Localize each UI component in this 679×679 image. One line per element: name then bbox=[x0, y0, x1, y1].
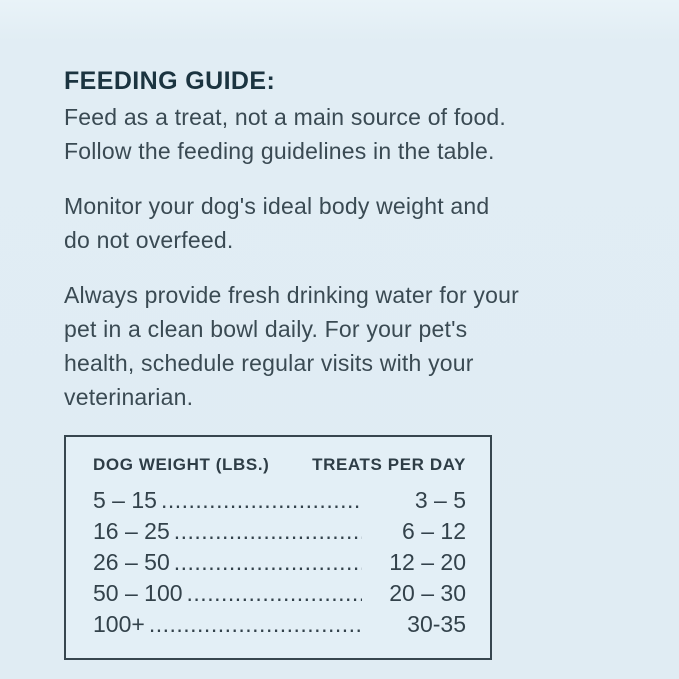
paragraph-line: Feed as a treat, not a main source of fo… bbox=[64, 104, 507, 130]
treats-range: 12 – 20 bbox=[389, 549, 466, 575]
page-title: FEEDING GUIDE: bbox=[64, 67, 276, 95]
paragraph-feed-as-treat: Feed as a treat, not a main source of fo… bbox=[64, 100, 619, 168]
weight-range: 16 – 25 bbox=[93, 518, 170, 544]
paragraph-monitor-weight: Monitor your dog's ideal body weight and… bbox=[64, 189, 619, 257]
feeding-table: DOG WEIGHT (LBS.) TREATS PER DAY 5 – 15 … bbox=[64, 435, 492, 660]
paragraph-line: Always provide fresh drinking water for … bbox=[64, 282, 519, 308]
table-row: 50 – 100 ...............................… bbox=[93, 578, 466, 609]
weight-range: 50 – 100 bbox=[93, 580, 183, 606]
paragraph-fresh-water: Always provide fresh drinking water for … bbox=[64, 278, 619, 414]
dotted-leader: ........................................… bbox=[173, 549, 362, 575]
weight-range: 100+ bbox=[93, 611, 145, 637]
paragraph-line: Follow the feeding guidelines in the tab… bbox=[64, 138, 495, 164]
paragraph-line: pet in a clean bowl daily. For your pet'… bbox=[64, 316, 468, 342]
dotted-leader: ........................................… bbox=[148, 611, 362, 637]
paragraph-line: health, schedule regular visits with you… bbox=[64, 350, 474, 376]
feeding-table-header: DOG WEIGHT (LBS.) TREATS PER DAY bbox=[93, 455, 466, 475]
table-row: 26 – 50 ................................… bbox=[93, 547, 466, 578]
paragraph-line: Monitor your dog's ideal body weight and bbox=[64, 193, 490, 219]
header-treats-per-day: TREATS PER DAY bbox=[312, 455, 466, 474]
header-dog-weight: DOG WEIGHT (LBS.) bbox=[93, 455, 270, 474]
table-row: 100+ ...................................… bbox=[93, 609, 466, 640]
table-row: 16 – 25 ................................… bbox=[93, 516, 466, 547]
paragraph-line: do not overfeed. bbox=[64, 227, 234, 253]
treats-range: 6 – 12 bbox=[402, 518, 466, 544]
treats-range: 30-35 bbox=[407, 611, 466, 637]
dotted-leader: ........................................… bbox=[173, 518, 362, 544]
table-row: 5 – 15 .................................… bbox=[93, 485, 466, 516]
dotted-leader: ........................................… bbox=[186, 580, 362, 606]
paragraph-line: veterinarian. bbox=[64, 384, 194, 410]
dotted-leader: ........................................… bbox=[160, 487, 362, 513]
weight-range: 5 – 15 bbox=[93, 487, 157, 513]
treats-range: 20 – 30 bbox=[389, 580, 466, 606]
weight-range: 26 – 50 bbox=[93, 549, 170, 575]
treats-range: 3 – 5 bbox=[414, 487, 466, 513]
